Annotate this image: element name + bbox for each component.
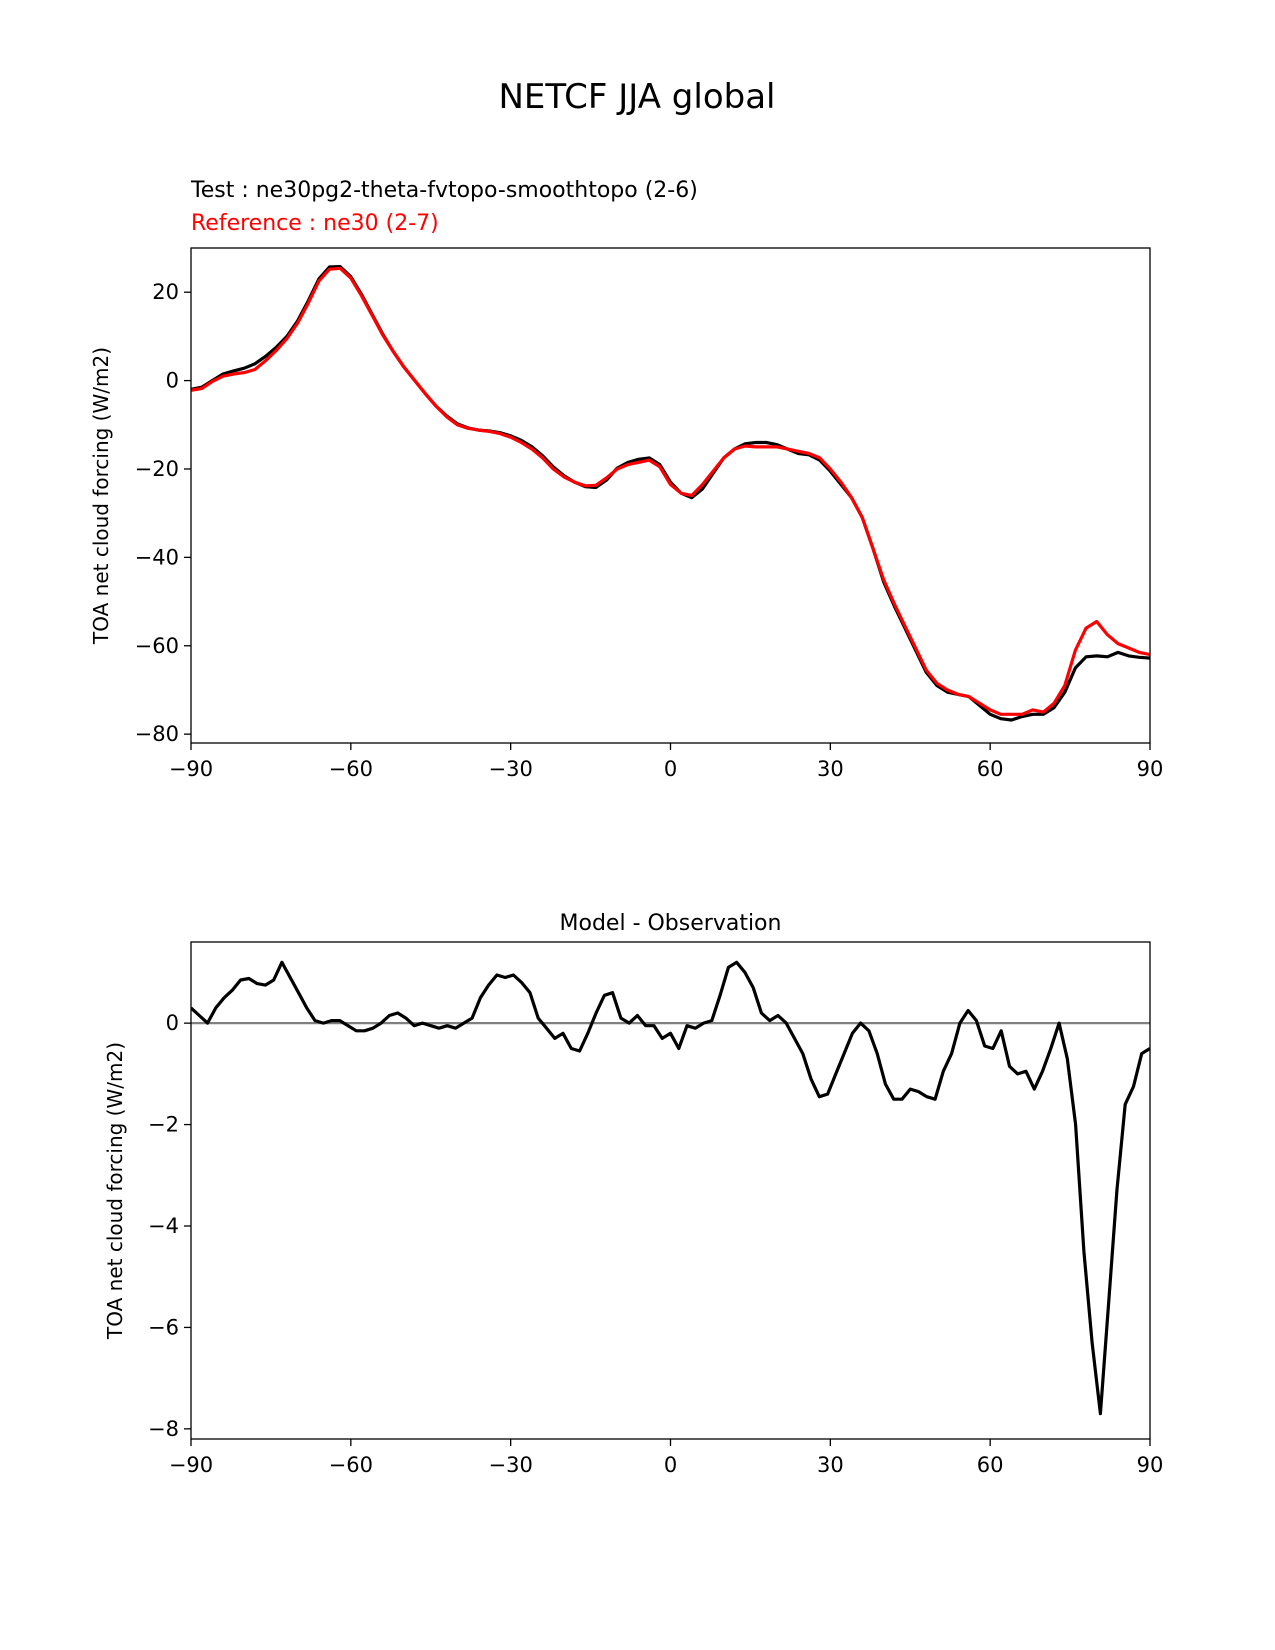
x-tick-label: −90: [169, 1453, 213, 1477]
y-axis-label: TOA net cloud forcing (W/m2): [89, 347, 113, 645]
x-tick-label: 0: [664, 757, 677, 781]
x-tick-label: −30: [489, 1453, 533, 1477]
y-tick-label: −20: [135, 457, 179, 481]
x-tick-label: 60: [977, 1453, 1004, 1477]
series-line-test: [191, 960, 1150, 1416]
y-tick-label: −40: [135, 545, 179, 569]
bottom-panel: Model - Observation −90 −60 −30 0 30 60 90 0 −2 −4…: [103, 911, 1163, 1477]
y-tick-label: −6: [148, 1315, 179, 1339]
y-tick-label: −60: [135, 634, 179, 658]
x-tick-label: 30: [817, 757, 844, 781]
x-tick-label: −30: [489, 757, 533, 781]
series-line-reference: [191, 266, 1150, 716]
y-tick-label: 20: [152, 280, 179, 304]
y-tick-label: 0: [166, 369, 179, 393]
x-tick-label: 90: [1137, 757, 1164, 781]
y-tick-label: −2: [148, 1113, 179, 1137]
plot-frame: [190, 247, 1151, 744]
y-tick-label: 0: [166, 1011, 179, 1035]
y-tick-label: −4: [148, 1214, 179, 1238]
x-tick-label: 90: [1137, 1453, 1164, 1477]
figure-title: NETCF JJA global: [498, 77, 775, 117]
y-tick-label: −80: [135, 722, 179, 746]
x-tick-label: −60: [329, 1453, 373, 1477]
x-tick-label: 60: [977, 757, 1004, 781]
y-axis-label: TOA net cloud forcing (W/m2): [103, 1042, 127, 1340]
y-tick-label: −8: [148, 1417, 179, 1441]
x-tick-label: −60: [329, 757, 373, 781]
series-line-test: [191, 265, 1150, 722]
test-label: Test : ne30pg2-theta-fvtopo-smoothtopo (…: [190, 178, 698, 203]
reference-label: Reference : ne30 (2-7): [191, 211, 439, 236]
x-tick-label: −90: [169, 757, 213, 781]
panel-title: Model - Observation: [560, 911, 782, 936]
x-tick-label: 0: [664, 1453, 677, 1477]
plot-frame: [190, 941, 1151, 1440]
top-panel: −90 −60 −30 0 30 60 90 20 0 −20 −40 −60 −80 TOA net c…: [89, 247, 1164, 781]
x-tick-label: 30: [817, 1453, 844, 1477]
